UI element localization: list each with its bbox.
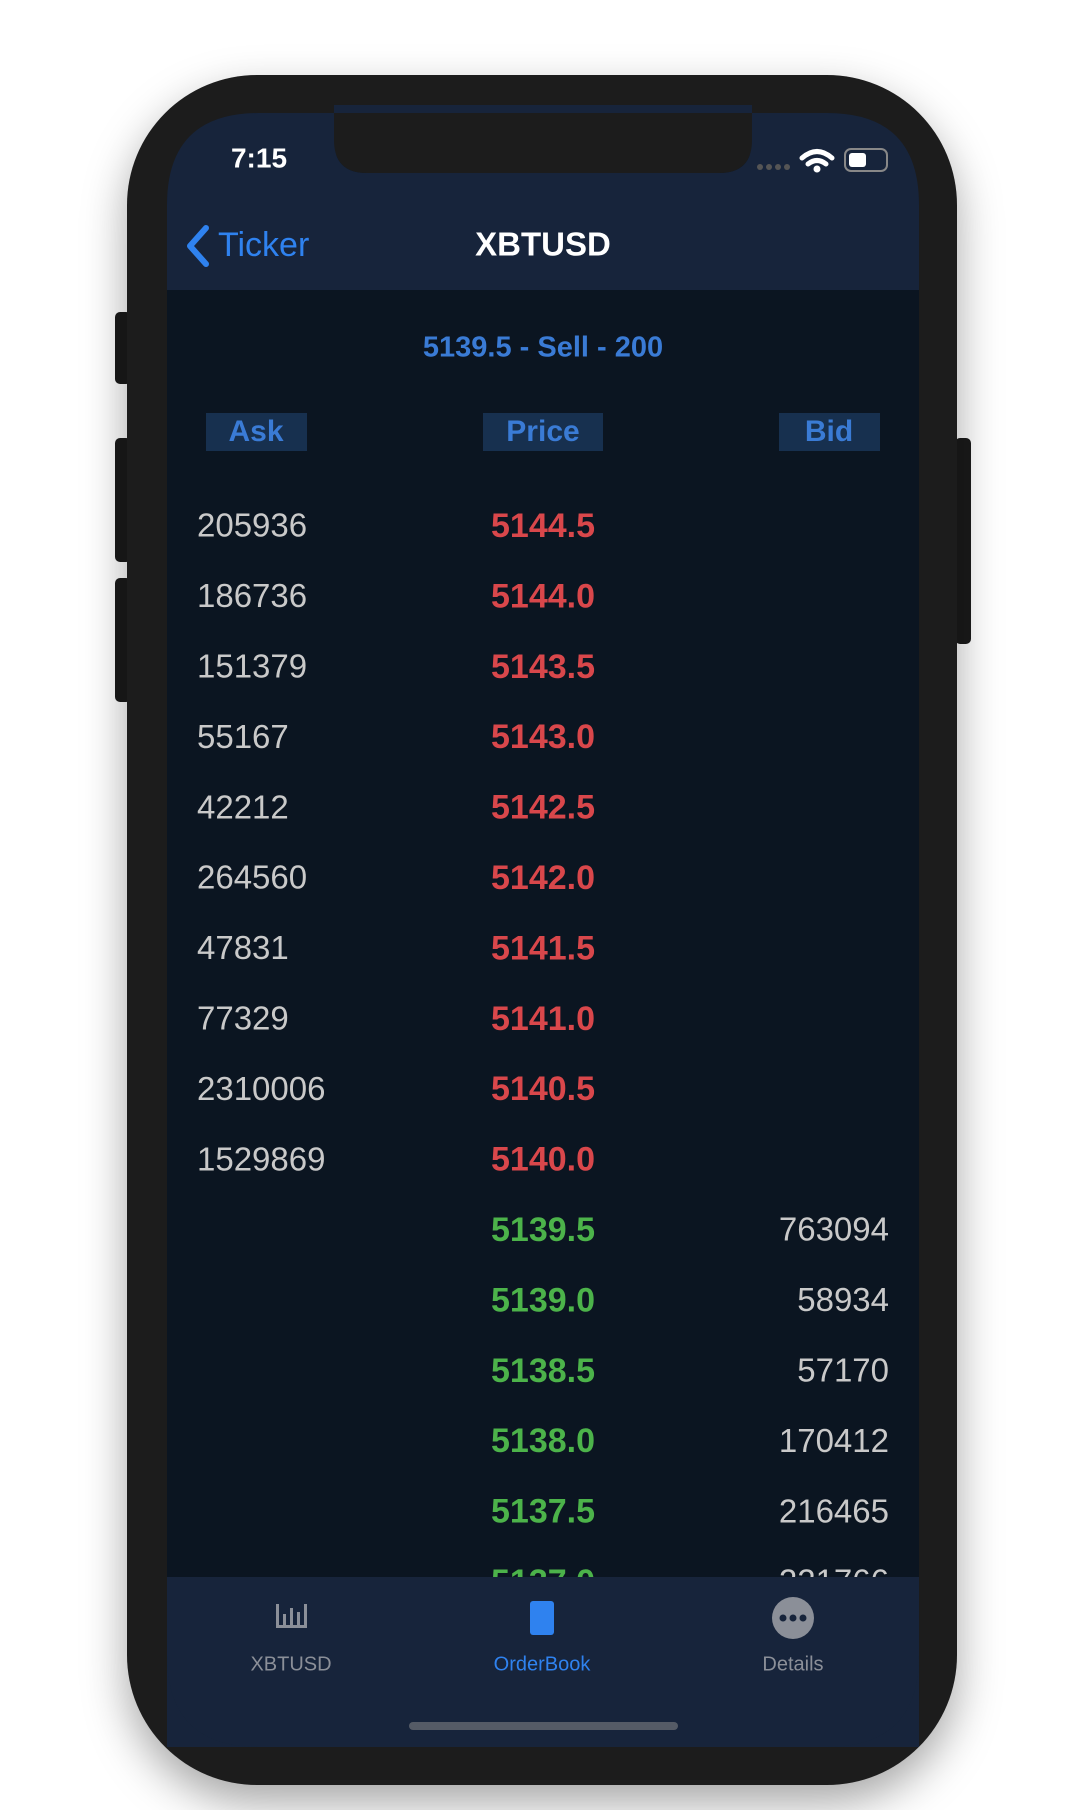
chart-icon [276, 1604, 307, 1628]
bid-quantity: 763094 [779, 1211, 889, 1248]
tab-label[interactable]: Details [762, 1653, 823, 1675]
header-box [206, 413, 307, 451]
nav-bar [167, 113, 919, 290]
last-trade: 5139.5 - Sell - 200 [423, 332, 663, 364]
bid-price: 5139.5 [491, 1211, 595, 1249]
ask-quantity: 264560 [197, 859, 307, 896]
ask-price: 5144.0 [491, 577, 595, 615]
details-dots [779, 1614, 807, 1622]
ask-price: 5140.0 [491, 1141, 595, 1179]
book-icon [530, 1601, 554, 1635]
ask-price: 5141.5 [491, 929, 595, 967]
signal [757, 164, 790, 170]
order-book: 205936 5144.5 186736 5144.0 151379 5143.5 5516… [197, 507, 889, 1601]
back-button[interactable]: Ticker [218, 226, 309, 264]
power-button [955, 438, 971, 644]
ask-price: 5141.0 [491, 1000, 595, 1038]
bid-quantity: 221766 [779, 1563, 889, 1600]
column-header: Ask [228, 415, 283, 448]
bid-price: 5139.0 [491, 1281, 595, 1319]
wifi-icon [799, 149, 835, 167]
notch [334, 113, 752, 173]
status-time: 7:15 [231, 142, 287, 173]
ask-quantity: 2310006 [197, 1070, 325, 1107]
ask-price: 5142.0 [491, 859, 595, 897]
bid-quantity: 58934 [797, 1281, 889, 1318]
ask-price: 5140.5 [491, 1070, 595, 1108]
bid-quantity: 170412 [779, 1422, 889, 1459]
ask-price: 5143.5 [491, 648, 595, 686]
ask-quantity: 47831 [197, 929, 289, 966]
ask-quantity: 42212 [197, 788, 289, 825]
ask-price: 5143.0 [491, 718, 595, 756]
bid-price: 5138.5 [491, 1352, 595, 1390]
tab-bar-bottom [167, 1577, 919, 1747]
column-header: Bid [805, 415, 853, 448]
tab-label[interactable]: XBTUSD [250, 1653, 331, 1675]
ask-quantity: 151379 [197, 648, 307, 685]
battery-level [849, 153, 866, 167]
back-chevron[interactable] [187, 225, 209, 267]
home-indicator [409, 1722, 678, 1730]
tab-label[interactable]: OrderBook [494, 1653, 592, 1675]
wifi-dot [813, 165, 821, 173]
ask-price: 5144.5 [491, 507, 595, 545]
ask-quantity: 186736 [197, 577, 307, 614]
column-header: Price [506, 415, 579, 448]
ask-price: 5142.5 [491, 789, 595, 827]
bid-quantity: 57170 [797, 1352, 889, 1389]
ask-quantity: 1529869 [197, 1140, 325, 1177]
nav-title: XBTUSD [475, 226, 611, 263]
ask-quantity: 77329 [197, 1000, 289, 1037]
screen [167, 113, 919, 1747]
ask-quantity: 205936 [197, 507, 307, 544]
header-box [779, 413, 880, 451]
bid-quantity: 216465 [779, 1492, 889, 1529]
bid-price: 5137.0 [491, 1563, 595, 1601]
battery [844, 148, 888, 172]
bid-price: 5137.5 [491, 1493, 595, 1531]
bid-price: 5138.0 [491, 1422, 595, 1460]
header-box [483, 413, 603, 451]
ask-quantity: 55167 [197, 718, 289, 755]
